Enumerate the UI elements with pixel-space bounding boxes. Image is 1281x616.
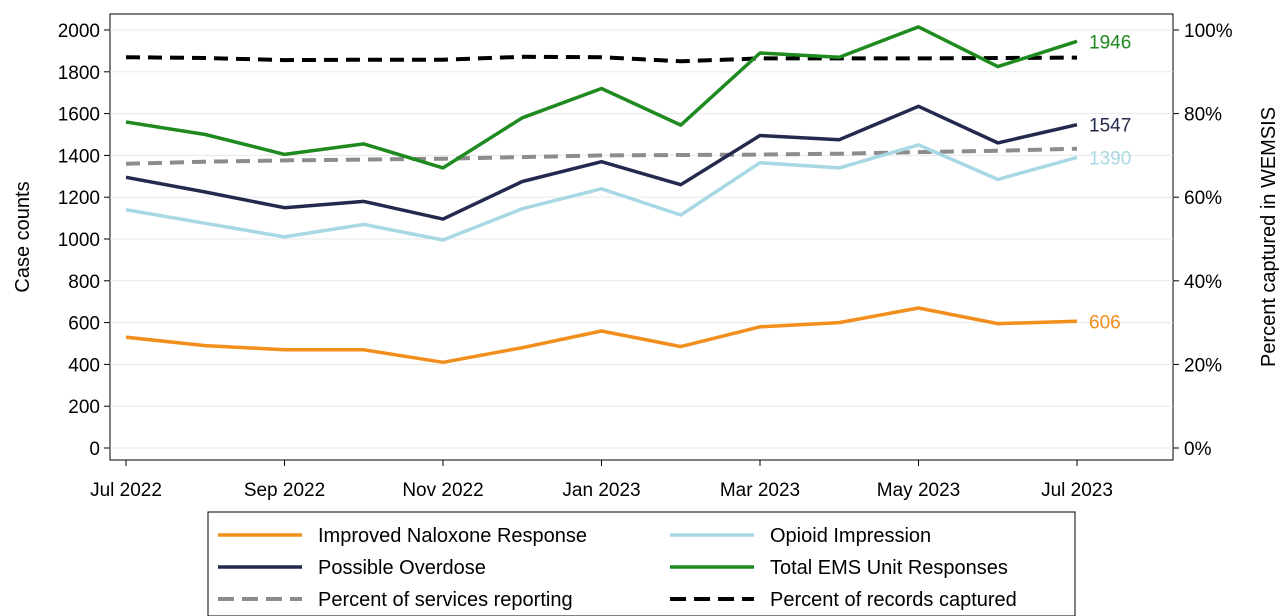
y-tick-label: 800 xyxy=(68,272,100,293)
x-tick-label: Sep 2022 xyxy=(244,480,325,501)
y-tick-label: 2000 xyxy=(58,21,100,42)
x-axis: Jul 2022 Sep 2022 Nov 2022 Jan 2023 Mar 2023… xyxy=(90,460,1113,501)
gridlines xyxy=(110,29,1173,449)
series-line-improved-naloxone-response xyxy=(125,306,1078,365)
left-axis: 0 200 400 600 800 1000 1200 1400 1600 1800 2000 xyxy=(58,21,110,460)
legend-label-opioid-impression: Opioid Impression xyxy=(770,525,931,547)
legend: Improved Naloxone Response Opioid Impress… xyxy=(207,511,1076,616)
y-tick-label: 1200 xyxy=(58,188,100,209)
series-layer xyxy=(125,25,1078,365)
x-tick-label: Nov 2022 xyxy=(402,480,483,501)
x-tick-label: Jan 2023 xyxy=(562,480,640,501)
y2-tick-label: 100% xyxy=(1184,21,1233,42)
series-line-possible-overdose xyxy=(125,104,1078,221)
legend-label-percent-of-services-reporting: Percent of services reporting xyxy=(318,589,573,611)
y-tick-label: 400 xyxy=(68,355,100,376)
series-line-percent-of-records-captured xyxy=(125,54,1078,64)
right-axis: 0% 20% 40% 60% 80% 100% xyxy=(1173,21,1233,460)
y-tick-label: 1600 xyxy=(58,105,100,126)
legend-box xyxy=(207,511,1076,616)
y2-tick-label: 80% xyxy=(1184,105,1222,126)
end-label-improved-naloxone-response: 606 xyxy=(1089,312,1121,333)
y2-tick-label: 0% xyxy=(1184,439,1212,460)
series-line-opioid-impression xyxy=(125,143,1078,242)
y-tick-label: 200 xyxy=(68,397,100,418)
y2-axis-title: Percent captured in WEMSIS xyxy=(1258,107,1280,367)
series-line-total-ems-unit-responses xyxy=(125,25,1078,170)
y-tick-label: 600 xyxy=(68,314,100,335)
y-tick-label: 1000 xyxy=(58,230,100,251)
y-tick-label: 1400 xyxy=(58,146,100,167)
x-tick-label: Jul 2023 xyxy=(1041,480,1113,501)
x-tick-label: Jul 2022 xyxy=(90,480,162,501)
series-line-percent-of-services-reporting xyxy=(125,146,1078,166)
y2-tick-label: 20% xyxy=(1184,355,1222,376)
y2-tick-label: 60% xyxy=(1184,188,1222,209)
plot-area xyxy=(109,13,1174,461)
end-label-opioid-impression: 1390 xyxy=(1089,148,1131,169)
legend-label-possible-overdose: Possible Overdose xyxy=(318,557,486,579)
end-labels: 606 1390 1547 1946 xyxy=(1089,32,1131,333)
legend-label-percent-of-records-captured: Percent of records captured xyxy=(770,589,1017,611)
legend-label-total-ems-unit-responses: Total EMS Unit Responses xyxy=(770,557,1008,579)
y-tick-label: 1800 xyxy=(58,63,100,84)
x-tick-label: May 2023 xyxy=(877,480,960,501)
end-label-total-ems-unit-responses: 1946 xyxy=(1089,32,1131,53)
y2-tick-label: 40% xyxy=(1184,272,1222,293)
legend-label-improved-naloxone-response: Improved Naloxone Response xyxy=(318,525,587,547)
y-axis-title: Case counts xyxy=(12,181,34,292)
end-label-possible-overdose: 1547 xyxy=(1089,116,1131,137)
y-tick-label: 0 xyxy=(89,439,100,460)
x-tick-label: Mar 2023 xyxy=(720,480,800,501)
